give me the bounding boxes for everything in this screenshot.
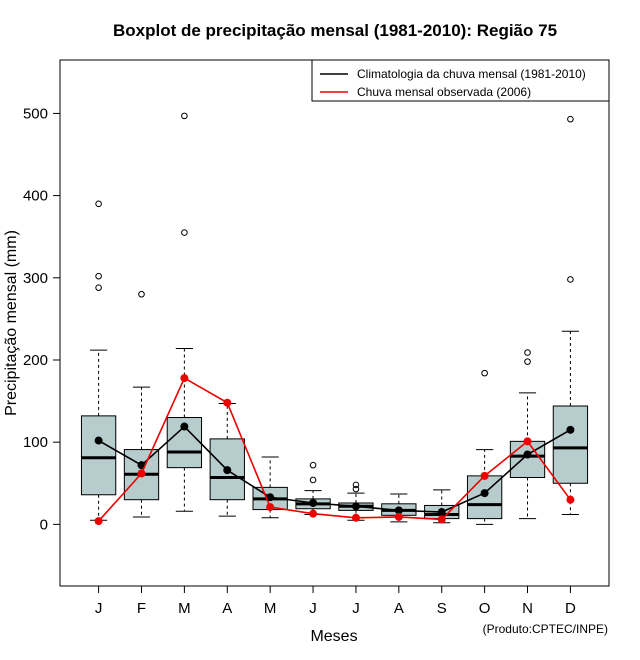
series-1 <box>94 374 575 526</box>
outlier-11-0 <box>567 276 574 283</box>
series-line-1 <box>98 376 572 522</box>
series-point-0-4 <box>266 493 275 502</box>
outlier-9-0 <box>481 369 488 377</box>
outlier-6-0 <box>352 485 360 493</box>
series-point-1-1 <box>137 469 146 478</box>
box-iqr-11 <box>552 405 589 484</box>
x-tick-label-8: S <box>437 600 447 617</box>
series-point-1-3 <box>223 398 232 407</box>
series-point-0-10 <box>523 450 532 459</box>
outlier-2-1 <box>181 112 188 120</box>
outlier-11-1 <box>567 115 574 123</box>
x-tick-label-9: O <box>479 600 491 617</box>
series-point-1-5 <box>309 509 318 518</box>
x-tick-label-5: J <box>309 600 317 617</box>
series-point-1-9 <box>480 471 489 480</box>
y-axis: 0 100 200 300 400 500 <box>23 105 61 533</box>
series-layer <box>94 374 575 526</box>
outlier-0-2 <box>95 200 102 208</box>
y-tick-label-100: 100 <box>23 434 48 451</box>
series-point-1-6 <box>351 513 360 522</box>
legend-box <box>311 59 610 102</box>
x-tick-label-4: M <box>264 600 277 617</box>
outlier-1-0 <box>138 290 145 298</box>
box-11 <box>552 115 589 515</box>
outlier-5-0 <box>309 476 317 484</box>
box-2 <box>166 112 203 512</box>
series-point-1-8 <box>437 515 446 524</box>
x-tick-label-10: N <box>522 600 533 617</box>
chart-title: Boxplot de precipitação mensal (1981-201… <box>113 21 557 40</box>
series-point-1-11 <box>566 495 575 504</box>
series-point-0-11 <box>566 425 575 434</box>
y-tick-label-500: 500 <box>23 105 48 122</box>
series-point-0-8 <box>437 508 446 517</box>
y-tick-label-0: 0 <box>40 516 48 533</box>
series-point-0-2 <box>180 422 189 431</box>
boxes-layer <box>80 112 589 525</box>
box-0 <box>80 200 117 521</box>
series-point-1-2 <box>180 374 189 383</box>
series-point-1-0 <box>94 517 103 526</box>
box-1 <box>123 290 160 518</box>
series-point-0-6 <box>351 502 360 511</box>
series-point-0-5 <box>309 498 318 507</box>
series-point-0-7 <box>394 506 403 515</box>
series-point-0-3 <box>223 466 232 475</box>
outlier-0-0 <box>95 284 102 291</box>
outlier-2-0 <box>181 229 188 236</box>
outlier-6-1 <box>352 481 360 489</box>
series-point-1-10 <box>523 437 532 446</box>
x-tick-label-1: F <box>137 600 146 617</box>
series-point-0-0 <box>94 436 103 445</box>
x-tick-label-7: A <box>394 600 404 617</box>
y-tick-label-300: 300 <box>23 270 48 287</box>
outlier-5-1 <box>309 461 317 469</box>
y-tick-label-200: 200 <box>23 352 48 369</box>
outlier-10-1 <box>524 349 531 356</box>
series-0 <box>94 422 575 517</box>
legend-label-observed: Chuva mensal observada (2006) <box>357 85 531 99</box>
outlier-0-1 <box>95 272 102 280</box>
series-point-0-9 <box>480 489 489 498</box>
y-axis-label: Precipitação mensal (mm) <box>3 230 20 416</box>
box-3 <box>209 403 245 517</box>
box-9 <box>466 369 503 525</box>
x-tick-label-3: A <box>222 600 232 617</box>
x-tick-label-11: D <box>565 600 576 617</box>
series-point-1-4 <box>266 503 275 512</box>
legend: Climatologia da chuva mensal (1981-2010)… <box>311 59 610 102</box>
plot-frame <box>59 59 610 587</box>
x-tick-label-0: J <box>95 600 103 617</box>
series-point-1-7 <box>394 512 403 521</box>
outlier-10-0 <box>524 358 531 365</box>
series-line-0 <box>98 425 571 513</box>
y-tick-label-400: 400 <box>23 188 48 205</box>
box-10 <box>509 349 546 520</box>
x-axis-label: Meses <box>310 628 357 645</box>
credit-text: (Produto:CPTEC/INPE) <box>483 622 608 636</box>
legend-label-climatology: Climatologia da chuva mensal (1981-2010) <box>357 67 586 81</box>
x-tick-label-2: M <box>178 600 191 617</box>
box-iqr-0 <box>80 415 117 496</box>
x-tick-label-6: J <box>352 600 360 617</box>
